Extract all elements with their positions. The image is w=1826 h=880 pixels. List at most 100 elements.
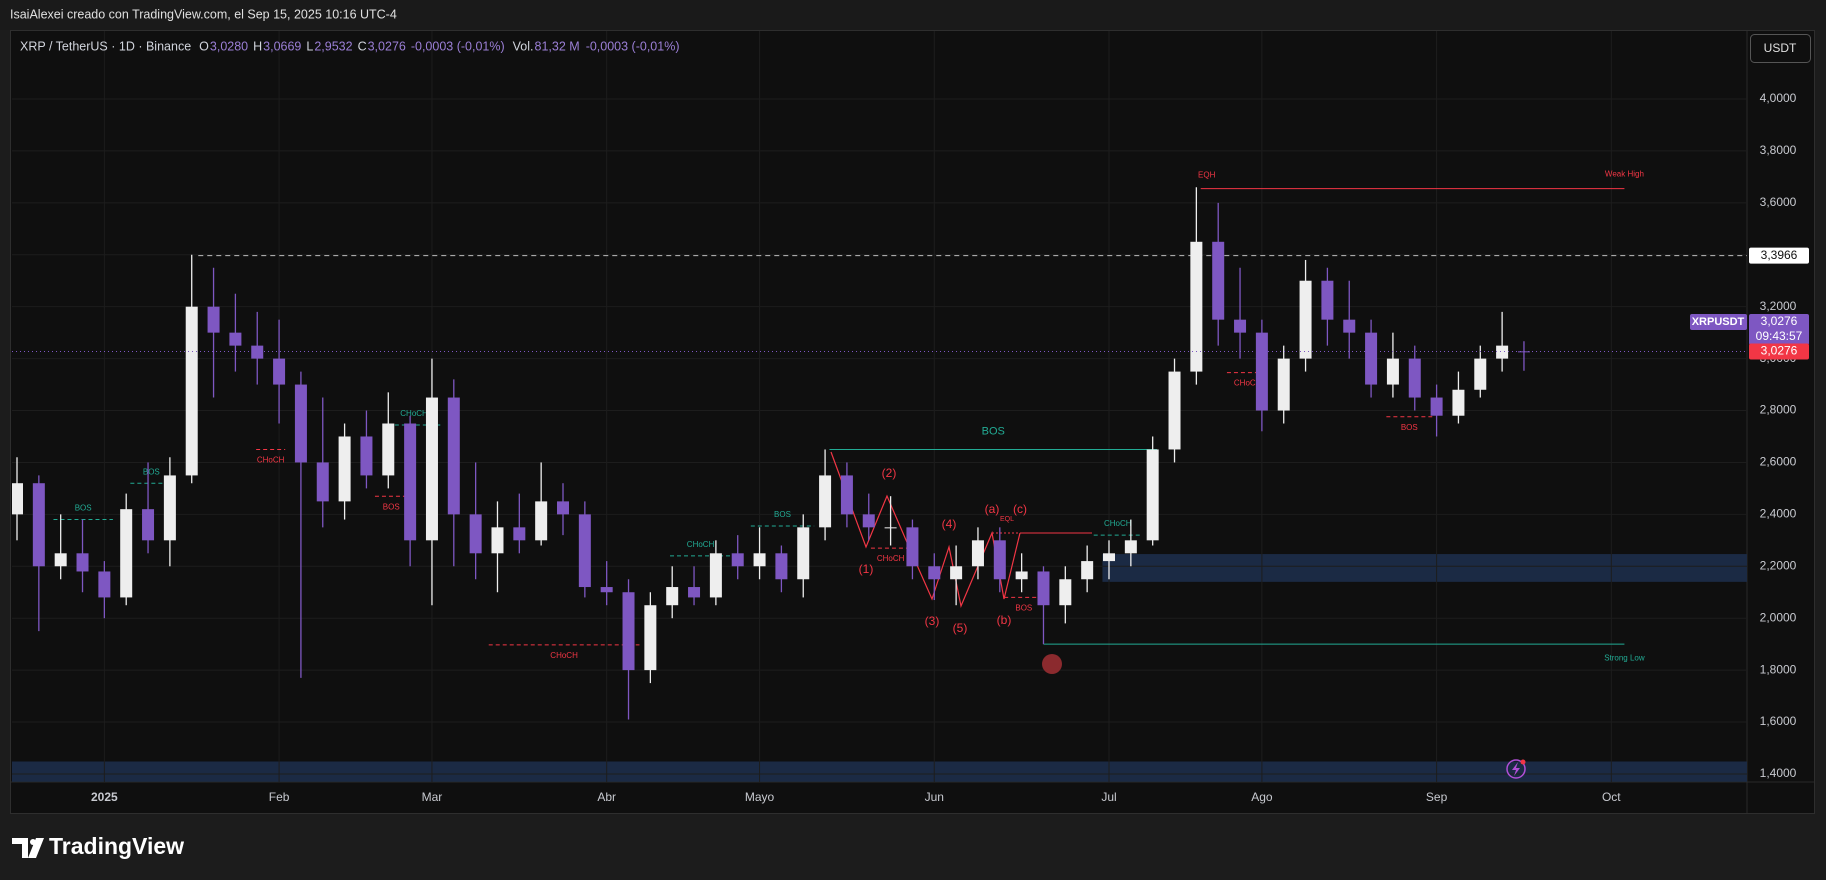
wave-label: (c) bbox=[1013, 502, 1027, 516]
candle-body bbox=[906, 527, 919, 567]
wave-label: (2) bbox=[882, 466, 897, 480]
header-text: 3,0276 bbox=[368, 39, 406, 53]
candle-body bbox=[753, 553, 766, 567]
header-text: 3,0669 bbox=[263, 39, 301, 53]
candle-body bbox=[382, 423, 395, 476]
structure-label: BOS bbox=[75, 504, 92, 513]
reference-price-label: 3,3966 bbox=[1761, 248, 1798, 262]
marker-dot bbox=[1042, 654, 1062, 674]
candle-body bbox=[731, 553, 744, 567]
y-tick-label: 3,8000 bbox=[1760, 143, 1797, 157]
currency-button[interactable]: USDT bbox=[1750, 34, 1811, 63]
wave-label: (a) bbox=[985, 502, 1000, 516]
wave-label: (4) bbox=[942, 517, 957, 531]
candle-body bbox=[993, 540, 1006, 580]
candle-body bbox=[425, 397, 438, 541]
candle-body bbox=[622, 592, 635, 671]
candle-body bbox=[666, 587, 679, 606]
candle-body bbox=[76, 553, 89, 572]
last-price-tag bbox=[1749, 343, 1809, 360]
symbol-tag-label: XRPUSDT bbox=[1692, 316, 1745, 328]
logo-text[interactable]: TradingView bbox=[49, 833, 184, 859]
candle-body bbox=[1124, 540, 1137, 554]
author-line: IsaiAlexei creado con TradingView.com, e… bbox=[10, 7, 397, 21]
structure-label: CHoCH bbox=[1104, 519, 1132, 528]
header-text: 3,0280 bbox=[210, 39, 248, 53]
candle-body bbox=[98, 571, 111, 598]
wave-label: (3) bbox=[925, 614, 940, 628]
logo-mark-c[interactable] bbox=[28, 838, 44, 858]
logo[interactable]: TradingView bbox=[12, 833, 184, 859]
x-tick-label: Mar bbox=[422, 790, 443, 804]
header-text: -0,0003 (-0,01%) bbox=[586, 39, 680, 53]
candle-body bbox=[338, 436, 351, 502]
header-text: C bbox=[358, 39, 367, 53]
alert-bolt[interactable] bbox=[1512, 762, 1520, 776]
candle-body bbox=[207, 306, 220, 333]
candle-body bbox=[294, 384, 307, 463]
candle-body bbox=[32, 483, 45, 567]
header-text: -0,0003 (-0,01%) bbox=[411, 39, 505, 53]
price-tag-label: 3,0276 bbox=[1761, 314, 1798, 328]
candle-body bbox=[12, 483, 23, 515]
candle-body bbox=[1277, 358, 1290, 411]
x-tick-label: Feb bbox=[269, 790, 290, 804]
logo-mark-a[interactable] bbox=[12, 838, 28, 858]
y-tick-label: 4,0000 bbox=[1760, 91, 1797, 105]
wave-label: (b) bbox=[997, 613, 1012, 627]
y-tick-label: 3,6000 bbox=[1760, 195, 1797, 209]
y-tick-label: 1,4000 bbox=[1760, 766, 1797, 780]
level-label: Weak High bbox=[1605, 170, 1644, 179]
chart-panel bbox=[10, 30, 1815, 814]
candle-body bbox=[1343, 319, 1356, 333]
y-tick-label: 1,6000 bbox=[1760, 714, 1797, 728]
candle-body bbox=[251, 345, 264, 359]
candle-body bbox=[316, 462, 329, 502]
y-tick-label: 2,6000 bbox=[1760, 455, 1797, 469]
candle-body bbox=[185, 306, 198, 476]
candle-body bbox=[54, 553, 67, 567]
currency-label[interactable]: USDT bbox=[1764, 41, 1797, 55]
structure-label: CHoCH bbox=[257, 456, 285, 465]
header-text: L bbox=[306, 39, 313, 53]
structure-label: CHoCH bbox=[550, 651, 578, 660]
candle-body bbox=[273, 358, 286, 385]
structure-label: BOS bbox=[1015, 604, 1032, 613]
y-tick-label: 2,8000 bbox=[1760, 403, 1797, 417]
structure-label: BOS bbox=[774, 510, 791, 519]
candle-body bbox=[600, 587, 613, 593]
candle-body bbox=[1474, 358, 1487, 390]
candle-body bbox=[884, 527, 897, 529]
candle-body bbox=[469, 514, 482, 554]
candle-body bbox=[840, 475, 853, 515]
candle-body bbox=[1081, 561, 1094, 580]
alert-badge[interactable] bbox=[1520, 759, 1526, 765]
candle-body bbox=[1015, 571, 1028, 580]
candle-body bbox=[644, 605, 657, 671]
structure-label: CHoCH bbox=[1234, 379, 1262, 388]
currency-button-frame[interactable] bbox=[1750, 34, 1811, 63]
candle-body bbox=[1037, 571, 1050, 606]
wave-label: (5) bbox=[953, 621, 968, 635]
x-tick-label: Jul bbox=[1101, 790, 1116, 804]
countdown-label: 09:43:57 bbox=[1756, 329, 1803, 343]
candle-body bbox=[797, 527, 810, 580]
candle-body bbox=[1430, 397, 1443, 416]
eql-label: EQL bbox=[1000, 516, 1014, 523]
structure-label: CHoCH bbox=[687, 540, 715, 549]
header-text: 2,9532 bbox=[314, 39, 352, 53]
y-tick-label: 1,8000 bbox=[1760, 662, 1797, 676]
y-tick-label: 2,4000 bbox=[1760, 507, 1797, 521]
candle-body bbox=[862, 514, 875, 528]
header-text: Vol. bbox=[513, 39, 534, 53]
reference-price-tag bbox=[1749, 247, 1809, 264]
candle-body bbox=[142, 509, 155, 541]
wave-label: (1) bbox=[859, 562, 874, 576]
candle-body bbox=[513, 527, 526, 541]
candle-body bbox=[404, 423, 417, 541]
alert-icon[interactable] bbox=[1506, 759, 1526, 779]
alert-circle[interactable] bbox=[1506, 759, 1526, 779]
price-tag bbox=[1749, 314, 1809, 345]
